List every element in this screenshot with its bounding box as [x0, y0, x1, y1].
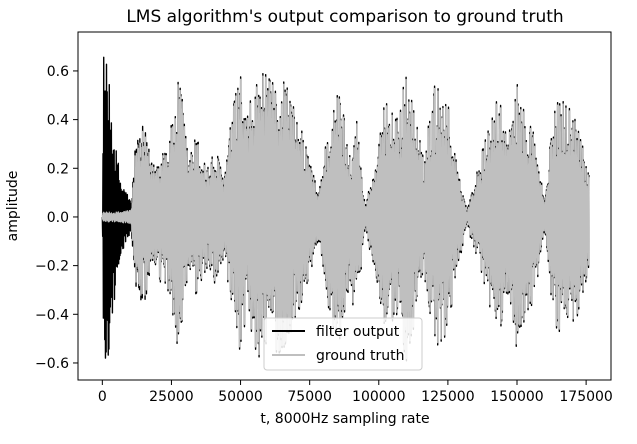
y-tick-label: 0.0: [47, 210, 69, 226]
x-tick-label: 100000: [352, 389, 405, 405]
y-tick-label: 0.6: [47, 64, 69, 80]
y-tick-label: 0.2: [47, 161, 69, 177]
x-tick-label: 150000: [490, 389, 543, 405]
x-tick-label: 25000: [149, 389, 194, 405]
legend-label-ground-truth: ground truth: [316, 348, 404, 364]
x-tick-label: 50000: [218, 389, 263, 405]
x-axis-label: t, 8000Hz sampling rate: [260, 411, 429, 427]
series-ground-truth: [101, 75, 590, 359]
axes-frame: [77, 31, 612, 381]
legend-label-filter-output: filter output: [316, 324, 400, 340]
y-tick-label: 0.4: [47, 113, 69, 129]
y-tick-label: −0.6: [35, 356, 69, 372]
chart-title: LMS algorithm's output comparison to gro…: [126, 7, 563, 27]
x-tick-label: 175000: [559, 389, 612, 405]
x-tick-label: 0: [98, 389, 107, 405]
x-tick-label: 75000: [287, 389, 332, 405]
x-axis: 0 25000 50000 75000 100000 125000 150000 175000: [98, 380, 613, 405]
plot-area: [77, 31, 612, 381]
y-tick-label: −0.2: [35, 259, 69, 275]
series-layer: [101, 56, 590, 362]
x-tick-label: 125000: [421, 389, 474, 405]
y-tick-label: −0.4: [35, 307, 69, 323]
legend: filter output ground truth: [263, 317, 423, 371]
y-axis: −0.6 −0.4 −0.2 0.0 0.2 0.4 0.6: [35, 64, 78, 372]
y-axis-label: amplitude: [5, 171, 21, 242]
